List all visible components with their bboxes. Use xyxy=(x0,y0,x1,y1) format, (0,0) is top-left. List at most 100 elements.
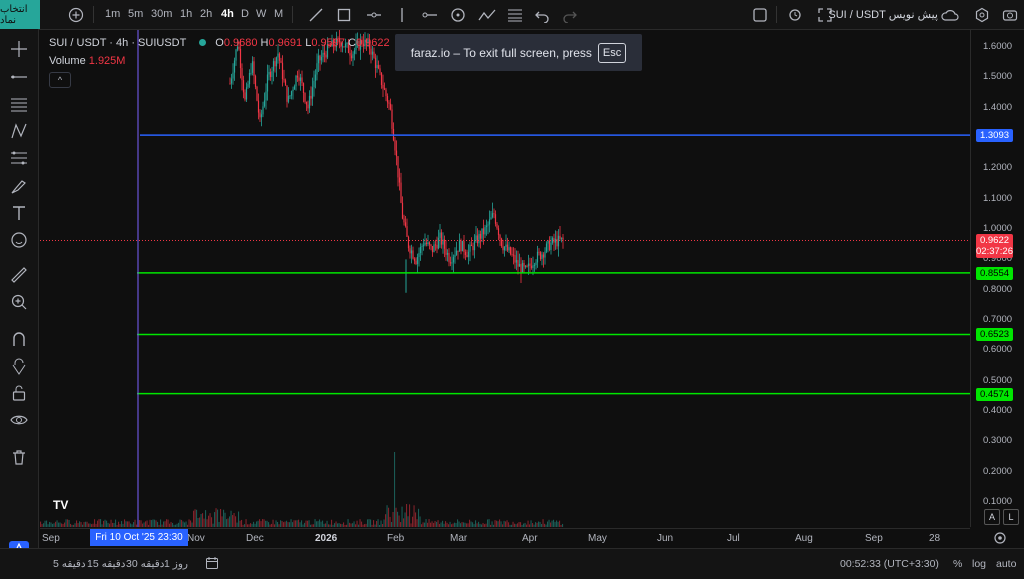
volume-bar xyxy=(407,516,409,527)
timeframe-1h[interactable]: 1h xyxy=(180,8,193,20)
price-axis[interactable] xyxy=(970,30,1024,527)
percent-toggle[interactable]: % xyxy=(953,558,963,570)
volume-label[interactable]: Volume xyxy=(49,55,86,67)
vertical-line-icon[interactable] xyxy=(392,5,412,25)
candle-body xyxy=(436,244,438,249)
log-scale-button[interactable]: L xyxy=(1003,509,1019,525)
trend-line-tool-icon[interactable] xyxy=(9,67,29,87)
range-30min[interactable]: 30 دقیقه xyxy=(126,558,165,570)
volume-bar xyxy=(295,520,297,527)
crosshair-icon[interactable] xyxy=(9,39,29,59)
fullscreen-icon[interactable] xyxy=(815,5,835,25)
add-symbol-icon[interactable] xyxy=(66,5,86,25)
text-tool-icon[interactable] xyxy=(9,203,29,223)
timeframe-d[interactable]: D xyxy=(241,8,249,20)
volume-bar xyxy=(200,513,202,527)
range-5min[interactable]: 5 دقیقه xyxy=(53,558,86,570)
candle-body xyxy=(470,244,473,246)
range-1day[interactable]: 1 روز xyxy=(164,558,188,570)
volume-bar xyxy=(251,523,253,527)
volume-bar xyxy=(277,522,279,527)
volume-bar xyxy=(415,512,417,527)
volume-bar xyxy=(184,522,186,527)
volume-bar xyxy=(461,522,463,527)
volume-bar xyxy=(371,524,373,527)
candle-body xyxy=(464,252,467,256)
timeframe-30m[interactable]: 30m xyxy=(151,8,173,20)
brush-tool-icon[interactable] xyxy=(9,176,29,196)
volume-bar xyxy=(499,519,501,527)
lock-drawings-icon[interactable] xyxy=(9,356,29,376)
date-range-icon[interactable] xyxy=(205,556,219,570)
timeframe-4h[interactable]: 4h xyxy=(221,8,234,20)
auto-scale-button[interactable]: A xyxy=(984,509,1000,525)
candle-body xyxy=(256,86,258,101)
layout-icon[interactable] xyxy=(750,5,770,25)
log-toggle[interactable]: log xyxy=(972,558,987,570)
camera-icon[interactable] xyxy=(1000,5,1020,25)
rectangle-icon[interactable] xyxy=(334,5,354,25)
candle-body xyxy=(503,246,506,251)
candle-body xyxy=(233,60,236,73)
redo-icon[interactable] xyxy=(560,5,580,25)
settings-gear-icon[interactable] xyxy=(993,531,1007,545)
symbol-search-button[interactable]: انتخاب نماد xyxy=(0,0,40,29)
volume-bar xyxy=(341,524,343,527)
candle-body xyxy=(301,77,303,84)
horizontal-line-icon[interactable] xyxy=(420,5,440,25)
clock-timezone[interactable]: 00:52:33 (UTC+3:30) xyxy=(840,558,939,570)
volume-bar xyxy=(206,519,208,527)
eye-icon[interactable] xyxy=(9,410,29,430)
collapse-legend-button[interactable]: ^ xyxy=(49,72,71,88)
trend-line-icon[interactable] xyxy=(306,5,326,25)
cloud-save-icon[interactable] xyxy=(940,5,960,25)
candle-body xyxy=(334,46,336,48)
candle-body xyxy=(365,39,368,44)
candle-body xyxy=(235,49,237,61)
symbol-label[interactable]: SUI / USDT · 4h · SUIUSDT xyxy=(49,37,187,49)
horizontal-ray-icon[interactable] xyxy=(364,5,384,25)
trash-icon[interactable] xyxy=(9,447,29,467)
volume-bar xyxy=(175,524,177,527)
volume-bar xyxy=(401,506,403,527)
candle-body xyxy=(529,263,531,266)
undo-icon[interactable] xyxy=(532,5,552,25)
alert-icon[interactable] xyxy=(786,5,806,25)
volume-bar xyxy=(125,521,127,527)
volume-bar xyxy=(493,524,495,527)
time-axis[interactable] xyxy=(40,528,970,549)
timeframe-2h[interactable]: 2h xyxy=(200,8,213,20)
fib-tool-icon[interactable] xyxy=(9,148,29,168)
volume-value: 1.925M xyxy=(88,55,126,67)
zoom-in-icon[interactable] xyxy=(9,292,29,312)
lines-tool-icon[interactable] xyxy=(9,94,29,114)
volume-bar xyxy=(343,522,345,527)
volume-bar xyxy=(454,522,456,527)
emoji-tool-icon[interactable] xyxy=(9,230,29,250)
volume-bar xyxy=(122,523,124,527)
timeframe-1m[interactable]: 1m xyxy=(105,8,121,20)
candle-body xyxy=(499,234,501,239)
settings-icon[interactable] xyxy=(972,5,992,25)
magnet-icon[interactable] xyxy=(9,329,29,349)
price-chart[interactable] xyxy=(40,30,970,527)
timeframe-w[interactable]: W xyxy=(256,8,267,20)
candle-body xyxy=(302,83,305,93)
price-tick-label: 0.1000 xyxy=(983,496,1013,507)
timeframe-m[interactable]: M xyxy=(274,8,284,20)
volume-bar xyxy=(365,523,367,527)
horizontal-levels xyxy=(40,30,970,527)
ruler-tool-icon[interactable] xyxy=(9,265,29,285)
bottom-toolbar xyxy=(0,548,1024,579)
volume-bar xyxy=(262,519,264,527)
fib-retracement-icon[interactable] xyxy=(505,5,525,25)
circle-icon[interactable] xyxy=(448,5,468,25)
path-icon[interactable] xyxy=(477,5,497,25)
volume-bar xyxy=(484,524,486,527)
volume-bar xyxy=(55,521,57,527)
auto-toggle[interactable]: auto xyxy=(996,558,1017,570)
range-15min[interactable]: 15 دقیقه xyxy=(87,558,126,570)
timeframe-5m[interactable]: 5m xyxy=(128,8,144,20)
lock-icon[interactable] xyxy=(9,383,29,403)
pattern-tool-icon[interactable] xyxy=(9,121,29,141)
